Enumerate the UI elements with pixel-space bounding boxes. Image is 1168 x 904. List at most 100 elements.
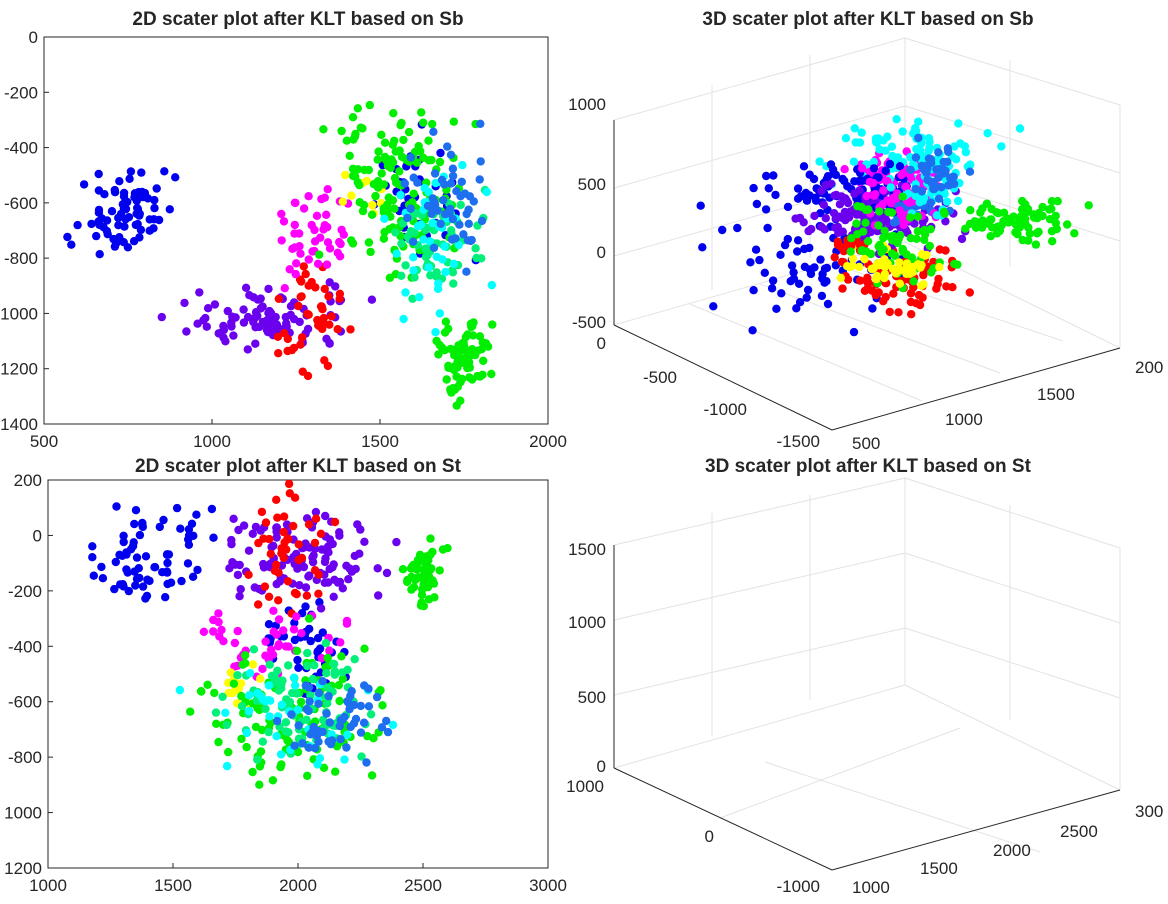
scatter-point-blue (761, 205, 771, 214)
scatter-point-magenta (342, 619, 352, 628)
scatter-point-magenta (304, 255, 313, 264)
scatter-point-cyan (380, 214, 389, 223)
scatter-point-magenta (322, 210, 331, 219)
scatter-point-green (1020, 212, 1029, 222)
title-3d-sb: 3D scater plot after KLT based on Sb (702, 9, 1033, 30)
scatter-point-springgreen (253, 755, 262, 764)
scatter-point-blue (767, 284, 777, 293)
scatter-point-magenta (308, 247, 317, 256)
scatter-point-springgreen (410, 273, 419, 282)
scatter-point-green (1024, 223, 1033, 232)
scatter-point-blue (748, 326, 757, 335)
panel-2d-st: 2D scater plot after KLT based on St 100… (4, 456, 567, 895)
scatter-point-azure (408, 237, 418, 246)
scatter-point-violet (256, 304, 265, 313)
scatter-point-red (830, 253, 839, 262)
points-3d-st (749, 133, 979, 293)
scatter-point-springgreen (211, 708, 221, 717)
scatter-point-magenta (209, 627, 218, 636)
scatter-point-blue (733, 223, 742, 233)
scatter-point-blue (869, 164, 879, 173)
scatter-point-magenta (317, 194, 326, 204)
scatter-point-cyan (272, 732, 281, 741)
scatter-point-red (259, 534, 268, 543)
scatter-point-red (260, 582, 270, 591)
scatter-point-violet (157, 312, 166, 322)
scatter-point-cyan (343, 730, 352, 739)
scatter-point-magenta (296, 249, 305, 258)
scatter-point-azure (377, 723, 387, 732)
scatter-point-cyan (1015, 124, 1025, 133)
scatter-point-blue (301, 602, 310, 611)
scatter-point-cyan (401, 288, 410, 297)
scatter-point-green (374, 147, 383, 156)
scatter-point-green (424, 136, 433, 145)
scatter-point-blue (131, 581, 140, 590)
scatter-point-green (407, 585, 416, 594)
scatter-point-springgreen (321, 638, 331, 648)
scatter-point-green (363, 731, 372, 741)
scatter-point-green (378, 701, 387, 710)
scatter-point-azure (362, 758, 371, 767)
scatter-point-green (877, 248, 886, 257)
scatter-point-cyan (277, 700, 286, 709)
scatter-point-green (364, 238, 374, 247)
scatter-point-violet (856, 210, 865, 219)
scatter-point-violet (193, 319, 202, 328)
scatter-point-azure (476, 157, 485, 166)
scatter-point-blue (290, 635, 300, 645)
scatter-point-cyan (396, 190, 405, 200)
scatter-point-violet (250, 583, 259, 592)
scatter-point-violet (231, 313, 240, 322)
x-tick-label: 2000 (529, 432, 567, 451)
scatter-point-springgreen (449, 279, 458, 288)
scatter-point-magenta (290, 229, 299, 238)
scatter-point-springgreen (391, 228, 400, 237)
scatter-point-blue (119, 238, 128, 247)
scatter-point-blue (783, 202, 793, 212)
scatter-point-green (237, 691, 246, 701)
scatter-point-cyan (815, 157, 824, 166)
scatter-point-magenta (869, 178, 878, 188)
scatter-point-azure (325, 718, 334, 727)
scatter-point-blue (183, 559, 193, 568)
scatter-point-blue (121, 215, 130, 224)
scatter-point-red (279, 553, 288, 562)
scatter-point-violet (259, 559, 268, 569)
scatter-point-violet (293, 564, 302, 573)
scatter-point-magenta (323, 185, 332, 194)
scatter-point-yellow (895, 258, 904, 267)
scatter-point-springgreen (303, 661, 312, 671)
scatter-point-violet (820, 225, 829, 234)
scatter-point-cyan (293, 705, 302, 715)
scatter-point-green (424, 595, 434, 604)
scatter-point-azure (347, 687, 356, 696)
scatter-point-springgreen (303, 648, 312, 658)
scatter-point-cyan (487, 280, 496, 290)
scatter-point-green (961, 224, 970, 233)
scatter-point-green (475, 332, 485, 341)
ticks-2d-st: 1000 1500 2000 2500 30002000-200-400-600-800… (4, 471, 567, 895)
scatter-point-azure (312, 731, 322, 741)
scatter-point-green (277, 760, 286, 769)
scatter-point-magenta (317, 654, 326, 663)
scatter-point-azure (326, 739, 336, 749)
x-tick-label: 500 (852, 434, 880, 453)
scatter-point-azure (273, 716, 282, 726)
scatter-point-azure (322, 709, 331, 718)
scatter-point-violet (324, 578, 333, 587)
scatter-point-green (1031, 240, 1041, 249)
scatter-point-green (212, 719, 221, 728)
scatter-point-cyan (954, 119, 963, 128)
scatter-point-red (280, 538, 289, 547)
scatter-point-violet (229, 514, 238, 523)
scatter-point-violet (360, 537, 369, 546)
scatter-point-green (303, 771, 312, 780)
scatter-point-violet (267, 542, 276, 552)
scatter-point-green (338, 674, 348, 684)
scatter-point-blue (92, 231, 101, 241)
scatter-point-azure (463, 236, 473, 245)
scatter-point-blue (161, 593, 170, 602)
y-tick-label: -1000 (777, 877, 820, 896)
scatter-point-cyan (898, 127, 907, 136)
